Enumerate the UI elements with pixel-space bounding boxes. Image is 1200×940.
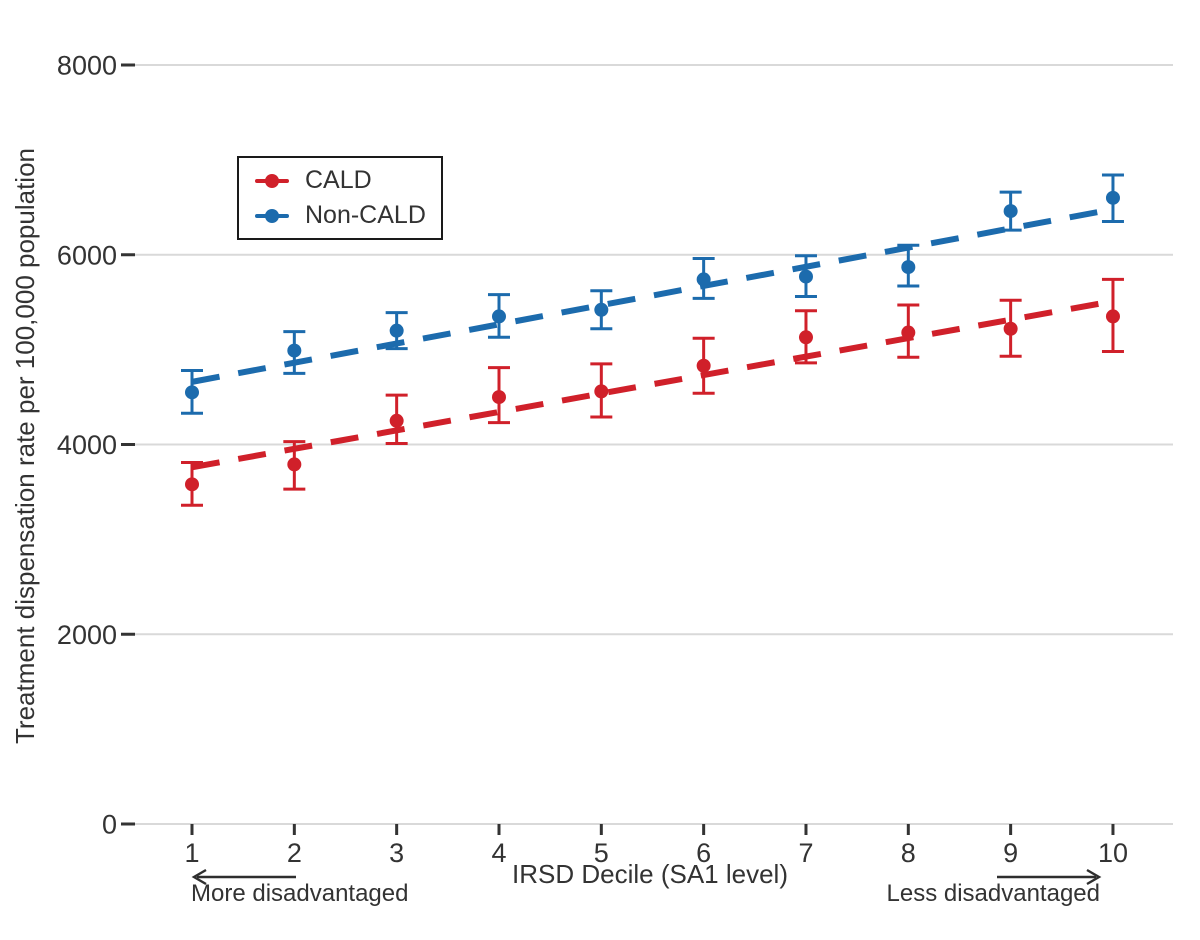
y-tick-label-0: 0 xyxy=(102,810,117,840)
data-point xyxy=(491,309,506,324)
x-tick-label-5: 5 xyxy=(594,838,609,868)
data-point xyxy=(185,385,199,400)
data-point xyxy=(696,272,711,287)
data-point xyxy=(594,302,609,317)
data-point xyxy=(491,390,506,405)
x-axis-title: IRSD Decile (SA1 level) xyxy=(512,859,788,889)
x-tick-label-9: 9 xyxy=(1003,838,1018,868)
x-tick-label-4: 4 xyxy=(491,838,506,868)
more-disadvantaged-label: More disadvantaged xyxy=(191,880,408,907)
left-arrowhead-icon xyxy=(191,868,207,886)
data-point xyxy=(696,358,711,373)
data-point xyxy=(185,477,199,492)
data-point xyxy=(798,269,813,284)
data-point xyxy=(287,457,302,472)
data-point xyxy=(1105,309,1120,324)
right-arrowhead-icon xyxy=(1086,868,1102,886)
y-axis-title: Treatment dispensation rate per 100,000 … xyxy=(10,148,40,744)
legend-item-noncald: Non-CALD xyxy=(255,203,441,228)
data-point xyxy=(594,384,609,399)
cald-dot-icon xyxy=(265,173,279,188)
data-point xyxy=(389,413,404,428)
data-series xyxy=(181,173,1124,507)
x-tick-label-6: 6 xyxy=(696,838,711,868)
legend-item-cald: CALD xyxy=(255,168,441,193)
data-point xyxy=(901,325,916,340)
legend-label-cald: CALD xyxy=(305,166,372,194)
trend-line xyxy=(191,206,1114,385)
y-tick-label-8000: 8000 xyxy=(57,51,117,81)
x-tick-label-8: 8 xyxy=(901,838,916,868)
y-tick-label-6000: 6000 xyxy=(57,240,117,270)
x-tick-label-10: 10 xyxy=(1098,838,1128,868)
data-point xyxy=(901,260,916,275)
x-tick-label-2: 2 xyxy=(287,838,302,868)
x-tick-label-1: 1 xyxy=(184,838,199,868)
x-tick-label-7: 7 xyxy=(798,838,813,868)
y-tick-label-2000: 2000 xyxy=(57,620,117,650)
more-disadvantaged-annotation: More disadvantaged xyxy=(191,868,408,907)
series-cald xyxy=(181,277,1124,507)
series-non-cald xyxy=(181,173,1124,415)
noncald-dot-icon xyxy=(265,208,279,223)
less-disadvantaged-annotation: Less disadvantaged xyxy=(887,868,1102,907)
data-point xyxy=(798,330,813,345)
data-point xyxy=(1003,204,1018,219)
trend-line xyxy=(191,298,1114,471)
noncald-pointrange-key-icon xyxy=(255,208,289,223)
data-point xyxy=(1105,190,1120,205)
legend: CALD Non-CALD xyxy=(237,156,443,240)
axes: 0 2000 4000 6000 8000 1 2 3 4 5 6 7 8 9 10 xyxy=(57,51,1128,869)
data-point xyxy=(389,323,404,338)
data-point xyxy=(287,343,302,358)
legend-label-noncald: Non-CALD xyxy=(305,201,426,229)
cald-pointrange-key-icon xyxy=(255,173,289,188)
x-tick-label-3: 3 xyxy=(389,838,404,868)
less-disadvantaged-label: Less disadvantaged xyxy=(887,880,1101,907)
y-tick-label-4000: 4000 xyxy=(57,430,117,460)
data-point xyxy=(1003,321,1018,336)
